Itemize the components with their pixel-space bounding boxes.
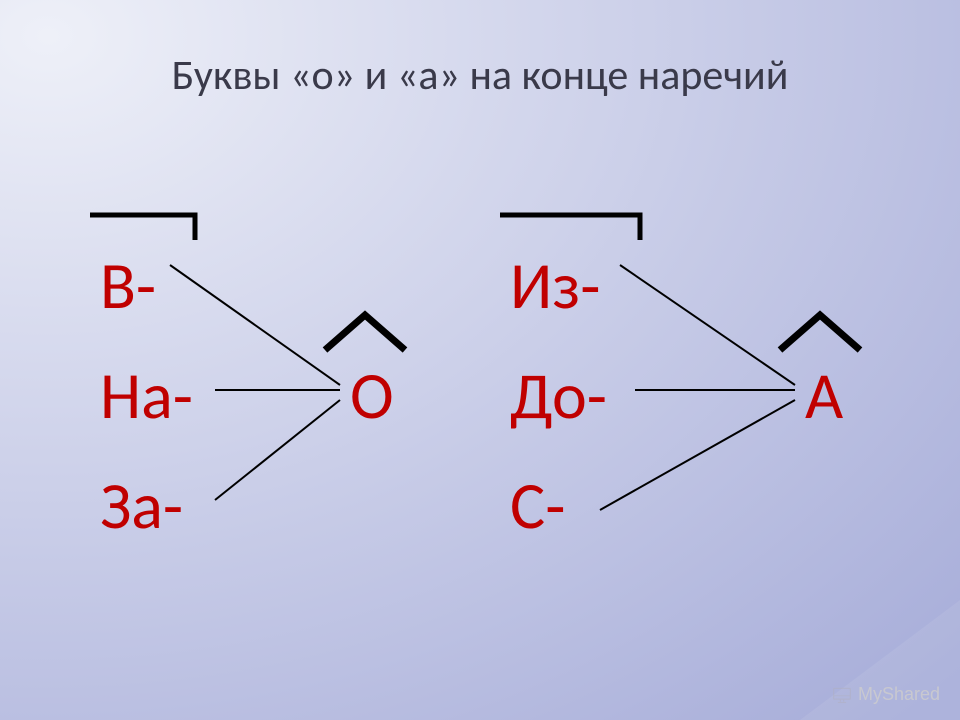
suffix-1: А [805, 355, 843, 436]
screen-icon [832, 686, 852, 704]
prefix-1-1: До- [510, 355, 607, 436]
diagram-container: В- На- За- О Из- До- С- А [0, 200, 960, 600]
watermark: MyShared [832, 684, 940, 705]
diagram-text-layer: В- На- За- О Из- До- С- А [0, 200, 960, 600]
prefix-0-2: За- [100, 465, 183, 546]
prefix-1-0: Из- [510, 245, 600, 326]
prefix-0-1: На- [100, 355, 193, 436]
slide-container: Буквы «о» и «а» на конце наречий В- На- За… [0, 0, 960, 720]
prefix-0-0: В- [100, 245, 156, 326]
prefix-1-2: С- [510, 465, 565, 546]
watermark-text: MyShared [858, 684, 940, 705]
suffix-0: О [350, 355, 394, 436]
slide-title: Буквы «о» и «а» на конце наречий [0, 50, 960, 101]
